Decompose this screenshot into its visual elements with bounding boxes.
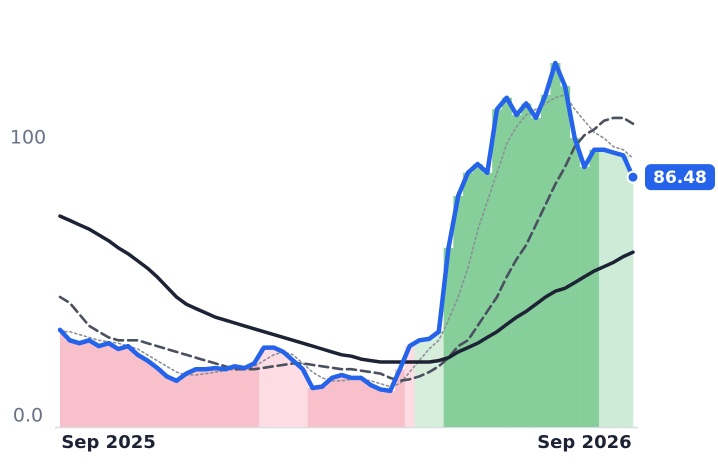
moving-average-line — [58, 214, 635, 364]
area-column — [307, 388, 318, 427]
area-column — [385, 390, 396, 427]
area-column — [171, 380, 182, 427]
area-column — [531, 117, 542, 427]
area-column — [152, 367, 163, 427]
area-column — [220, 369, 231, 427]
area-column — [64, 340, 75, 427]
area-column — [113, 349, 124, 427]
last-point — [626, 170, 640, 184]
area-column — [492, 109, 503, 427]
y-tick-label: 0.0 — [13, 405, 43, 427]
area-column — [433, 331, 444, 427]
area-column — [142, 360, 153, 427]
area-column — [161, 376, 172, 427]
area-column — [414, 340, 425, 427]
area-column — [501, 97, 512, 428]
area-column — [356, 377, 367, 427]
area-column — [404, 346, 415, 427]
moving-average-line — [58, 116, 635, 383]
area-column — [103, 343, 114, 427]
area-column — [511, 115, 522, 427]
area-column — [200, 369, 211, 427]
area-column — [482, 172, 493, 427]
area-column — [628, 177, 634, 427]
area-column — [599, 149, 610, 427]
area-column — [336, 375, 347, 427]
area-column — [443, 247, 454, 427]
area-column — [297, 369, 308, 427]
area-column — [278, 351, 289, 427]
area-column — [540, 94, 551, 428]
area-column — [181, 373, 192, 427]
area-column — [93, 346, 105, 427]
area-column — [317, 386, 328, 427]
area-column — [365, 385, 376, 427]
area-column — [463, 172, 474, 427]
area-column — [521, 103, 532, 427]
price-line — [57, 60, 636, 394]
area-column — [210, 368, 221, 427]
area-column — [123, 346, 134, 427]
area-column — [608, 152, 619, 428]
area-column — [550, 63, 561, 427]
area-column — [327, 377, 338, 427]
last-value-badge — [645, 164, 715, 191]
area-column — [239, 368, 250, 427]
area-column — [74, 343, 85, 427]
area-column — [472, 164, 483, 427]
moving-average-line — [59, 94, 634, 388]
area-column — [288, 360, 299, 427]
area-column — [259, 347, 270, 427]
area-column — [229, 366, 240, 427]
area-column — [560, 86, 571, 427]
area-column — [132, 354, 143, 427]
area-column — [453, 195, 464, 427]
area-column — [424, 338, 435, 427]
area-column — [268, 347, 279, 427]
area-column — [579, 167, 590, 427]
area-column — [589, 149, 600, 427]
y-tick-label: 100 — [10, 127, 46, 149]
area-column — [249, 363, 260, 427]
area-column — [191, 369, 202, 427]
area-column — [395, 369, 406, 427]
area-column — [60, 329, 66, 427]
x-tick-label: Sep 2025 — [61, 432, 155, 453]
area-column — [84, 340, 95, 427]
area-column — [618, 155, 629, 427]
area-column — [375, 389, 386, 427]
area-column — [346, 377, 357, 427]
last-value-label: 86.48 — [653, 168, 707, 188]
x-tick-label: Sep 2026 — [537, 432, 631, 453]
